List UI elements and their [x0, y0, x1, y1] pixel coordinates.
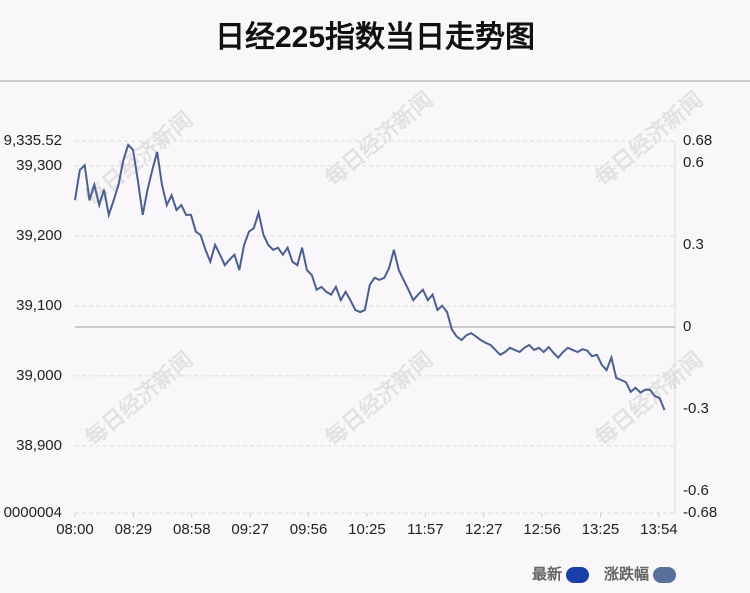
y2-tick-label: 0.68: [683, 132, 712, 149]
chart-title: 日经225指数当日走势图: [215, 20, 535, 54]
legend-label: 最新: [532, 565, 562, 583]
watermark: 每日经济新闻: [80, 347, 197, 451]
legend-swatch: [653, 567, 677, 583]
x-tick-label: 13:25: [582, 521, 620, 538]
y-tick-label: 0000004: [4, 504, 62, 521]
y2-tick-label: 0.6: [683, 154, 704, 171]
price-line: [74, 143, 666, 411]
y2-tick-label: -0.6: [683, 482, 709, 499]
x-tick-label: 11:57: [407, 521, 443, 538]
x-tick-label: 09:27: [231, 521, 269, 538]
x-tick-label: 09:56: [290, 521, 328, 538]
y-tick-label: 39,000: [16, 367, 62, 384]
x-tick-label: 13:54: [640, 521, 678, 538]
legend-swatch: [566, 567, 590, 583]
y-tick-label: 39,200: [16, 227, 62, 244]
y2-tick-label: 0: [683, 318, 691, 335]
watermark: 每日经济新闻: [320, 87, 437, 191]
x-tick-label: 10:25: [348, 521, 386, 538]
y-tick-label: 38,900: [16, 437, 62, 454]
watermark: 每日经济新闻: [590, 347, 707, 451]
x-tick-label: 12:27: [465, 521, 503, 538]
y-tick-label: 39,100: [16, 297, 62, 314]
legend-label: 涨跌幅: [604, 565, 649, 583]
y-tick-label: 9,335.52: [4, 132, 62, 149]
watermark: 每日经济新闻: [320, 347, 437, 451]
y2-tick-label: -0.68: [683, 504, 717, 521]
y2-tick-label: -0.3: [683, 400, 709, 417]
y2-tick-label: 0.3: [683, 236, 704, 253]
x-tick-label: 12:56: [523, 521, 561, 538]
x-tick-label: 08:00: [56, 521, 94, 538]
y-tick-label: 39,300: [16, 157, 62, 174]
x-tick-label: 08:58: [173, 521, 211, 538]
x-tick-label: 08:29: [115, 521, 153, 538]
watermark: 每日经济新闻: [80, 107, 197, 211]
